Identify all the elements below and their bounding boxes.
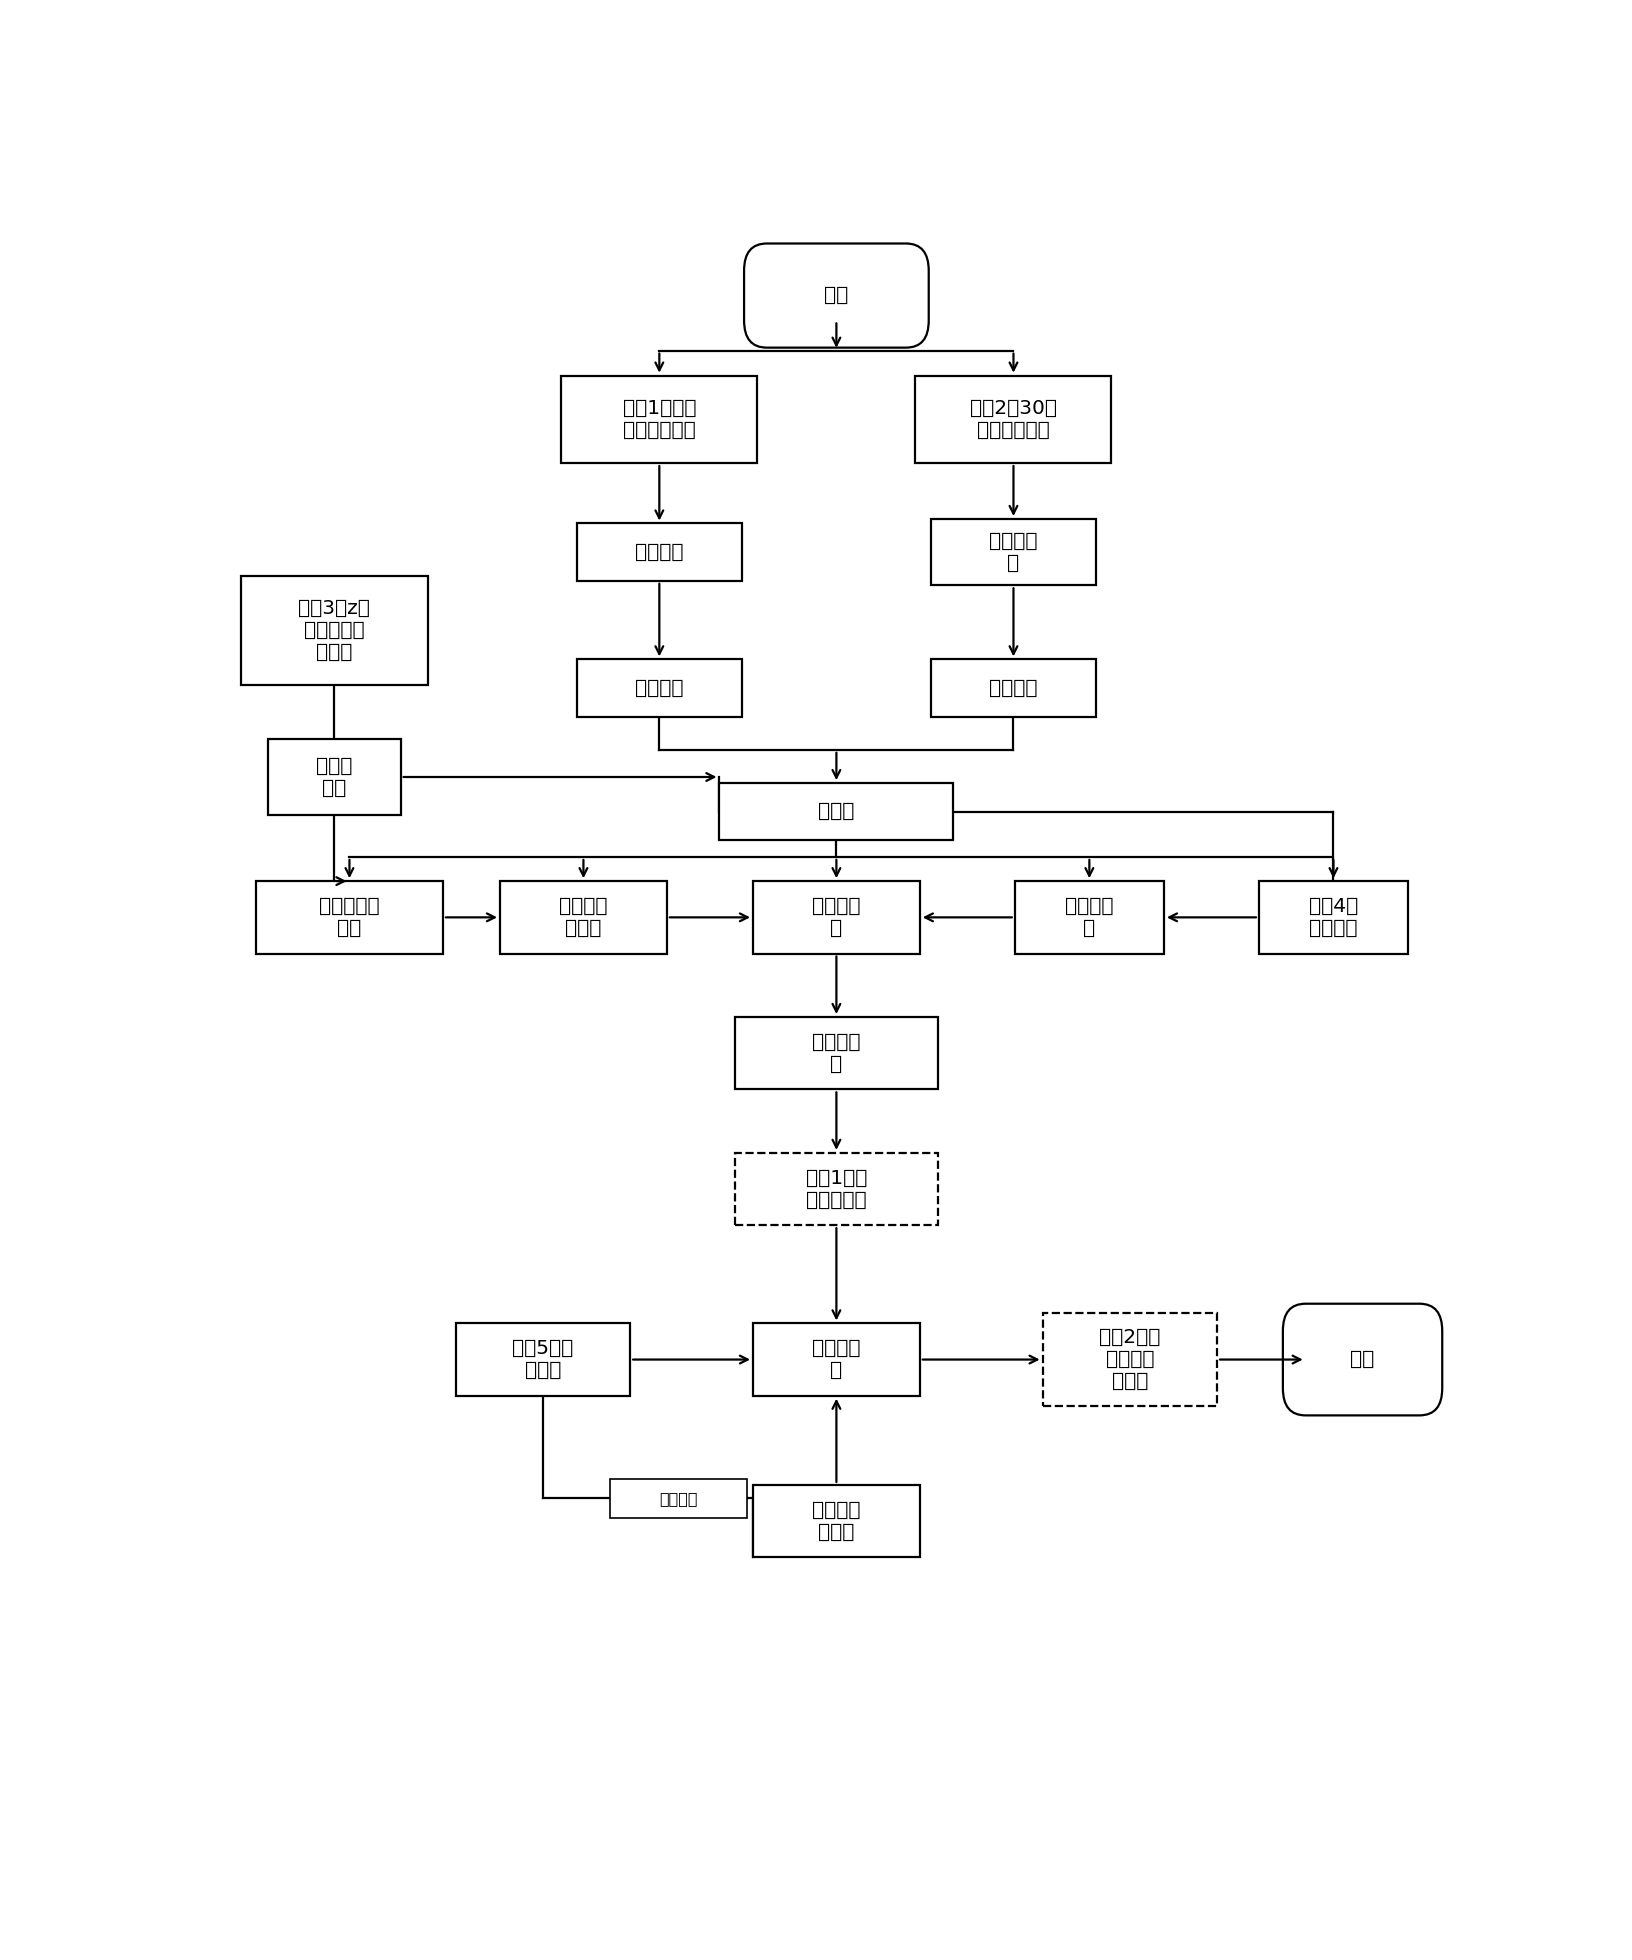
Bar	[720, 784, 953, 841]
Text: 变焦距法: 变焦距法	[635, 543, 684, 563]
Text: 输入4：
成像模型: 输入4： 成像模型	[1309, 898, 1358, 937]
Text: 输入3：z轴
移动拍摄多
幅图片: 输入3：z轴 移动拍摄多 幅图片	[299, 600, 370, 662]
Text: 高精度立体
点阵: 高精度立体 点阵	[320, 898, 380, 937]
Bar	[240, 576, 428, 684]
Bar	[932, 519, 1095, 586]
FancyBboxPatch shape	[744, 243, 929, 347]
Bar	[268, 739, 401, 815]
Text: 三维坐标
估计値: 三维坐标 估计値	[813, 1501, 860, 1541]
Text: 光束平差
法: 光束平差 法	[813, 1339, 860, 1380]
Text: 输入5：图
像坐标: 输入5：图 像坐标	[512, 1339, 573, 1380]
Bar	[752, 1486, 920, 1558]
Bar	[1015, 882, 1164, 955]
Bar	[752, 882, 920, 955]
Bar	[455, 1323, 630, 1396]
Text: 尺度因子: 尺度因子	[989, 678, 1038, 698]
Text: 开始: 开始	[824, 286, 849, 306]
Text: 结束: 结束	[1350, 1350, 1374, 1368]
Bar	[561, 376, 757, 463]
FancyBboxPatch shape	[1283, 1303, 1443, 1415]
Bar	[916, 376, 1111, 463]
Bar	[752, 1323, 920, 1396]
Text: 雅可比矩
阵: 雅可比矩 阵	[1066, 898, 1113, 937]
Bar	[610, 1478, 746, 1517]
Text: 成像模型: 成像模型	[659, 1492, 697, 1505]
Text: 外参数与
优化点: 外参数与 优化点	[560, 898, 607, 937]
Bar	[578, 659, 741, 717]
Bar	[256, 882, 442, 955]
Text: 目朇1：最
终成像模型: 目朇1：最 终成像模型	[806, 1168, 867, 1209]
Bar	[1258, 882, 1408, 955]
Bar	[734, 1152, 937, 1225]
Bar	[578, 523, 741, 580]
Bar	[734, 1017, 937, 1090]
Text: 激光干
涉为: 激光干 涉为	[317, 757, 353, 798]
Text: 光束平差
法: 光束平差 法	[813, 898, 860, 937]
Text: 内参数: 内参数	[818, 802, 855, 821]
Text: 目朇2：重
建三维空
间坐标: 目朇2：重 建三维空 间坐标	[1098, 1329, 1160, 1392]
Text: 输入1：不同
倍率下的图像: 输入1：不同 倍率下的图像	[622, 398, 697, 439]
Text: 张氏标定
法: 张氏标定 法	[989, 531, 1038, 572]
Text: 优化后参
数: 优化后参 数	[813, 1033, 860, 1074]
Bar	[932, 659, 1095, 717]
Text: 输入2：30副
各种角度图像: 输入2：30副 各种角度图像	[969, 398, 1058, 439]
Text: 主点坐标: 主点坐标	[635, 678, 684, 698]
Bar	[1043, 1313, 1217, 1407]
Bar	[499, 882, 667, 955]
